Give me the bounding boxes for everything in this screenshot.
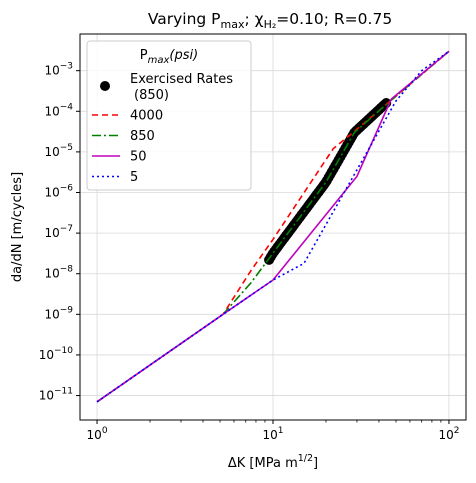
series-line-850: [96, 50, 450, 403]
y-tick-label: 10−3: [44, 62, 73, 78]
y-tick-label: 10−4: [44, 102, 73, 118]
legend-label-50: 50: [130, 150, 147, 165]
legend-label-4000: 4000: [130, 109, 163, 124]
y-tick-label: 10−6: [44, 184, 73, 200]
series-line-5: [96, 50, 450, 403]
y-tick-label: 10−11: [39, 387, 73, 403]
legend: Pmax(psi) Exercised Rates (850) 4000 850 5…: [86, 40, 252, 191]
series-line-50: [96, 50, 450, 403]
series-layer: [96, 50, 450, 403]
legend-label-exercised-rates-sub: (850): [134, 88, 169, 103]
legend-label-5: 5: [130, 170, 138, 185]
y-tick-label: 10−9: [44, 305, 73, 321]
x-axis-label: ΔK [MPa m1/2]: [228, 453, 318, 471]
chart-title: Varying Pmax; χH₂=0.10; R=0.75: [148, 10, 392, 31]
x-tick-label: 101: [262, 426, 283, 442]
legend-marker-exercised-rates: [100, 81, 110, 91]
y-tick-label: 10−5: [44, 143, 73, 159]
y-tick-label: 10−8: [44, 265, 73, 281]
ticks: 100 101 102 10−11 10−10 10−9 10−8 10−7 10−6 10−5 1…: [39, 62, 460, 442]
y-tick-label: 10−10: [39, 346, 74, 362]
y-tick-label: 10−7: [44, 224, 73, 240]
x-tick-label: 100: [87, 426, 108, 442]
plot-frame: [79, 33, 467, 421]
legend-label-exercised-rates: Exercised Rates: [130, 72, 233, 87]
legend-label-850: 850: [130, 129, 155, 144]
grid: [80, 34, 466, 420]
y-axis-label: da/dN [m/cycles]: [10, 172, 25, 282]
legend-title: Pmax(psi): [140, 48, 198, 66]
x-tick-label: 102: [438, 426, 459, 442]
legend-box: [86, 40, 252, 191]
series-line-4000: [96, 50, 450, 403]
